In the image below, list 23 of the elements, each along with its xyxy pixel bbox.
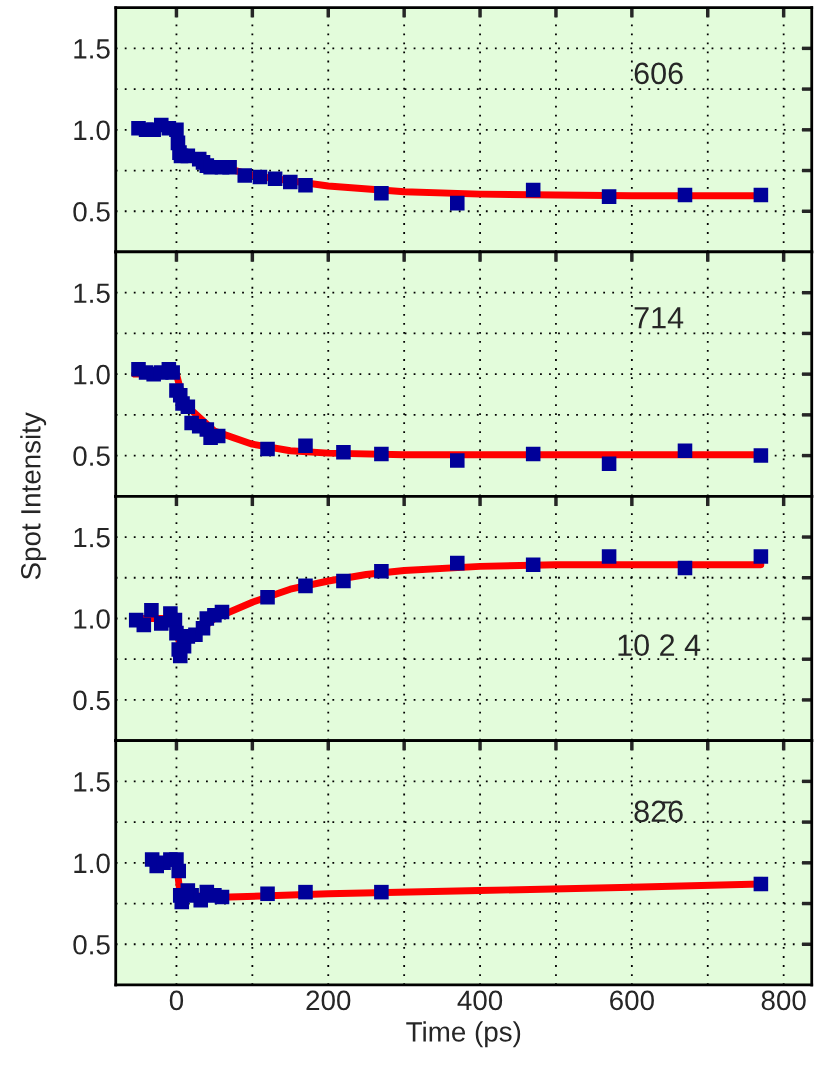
y-tick-label: 1.0 [74, 853, 110, 874]
annotation: 606 [634, 62, 683, 85]
y-tick-label: 1.5 [74, 772, 110, 792]
y-tick-label: 0.5 [73, 446, 110, 466]
y-axis-title: Spot Intensity [20, 412, 47, 580]
y-tick-label: 1.0 [74, 364, 110, 385]
y-tick-label: 0.5 [73, 934, 110, 955]
y-tick-label: 1.0 [74, 609, 110, 629]
y-tick-label: 1.5 [74, 283, 110, 304]
annotation: 82̄6 [634, 800, 683, 823]
y-tick-label: 1.0 [74, 120, 110, 141]
x-tick-label: 0 [169, 990, 184, 1011]
x-tick-label: 200 [306, 990, 351, 1011]
x-tick-label: 600 [610, 990, 654, 1011]
annotation: 10 2 4 [618, 634, 701, 656]
y-tick-label: 1.5 [74, 39, 110, 59]
x-tick-label: 400 [457, 990, 503, 1011]
x-axis-title: Time (ps) [406, 1021, 521, 1048]
annotation: 714 [634, 307, 684, 329]
y-tick-label: 1.5 [74, 527, 110, 548]
y-tick-label: 0.5 [73, 201, 110, 222]
x-tick-label: 800 [761, 990, 806, 1011]
y-tick-label: 0.5 [73, 690, 110, 711]
